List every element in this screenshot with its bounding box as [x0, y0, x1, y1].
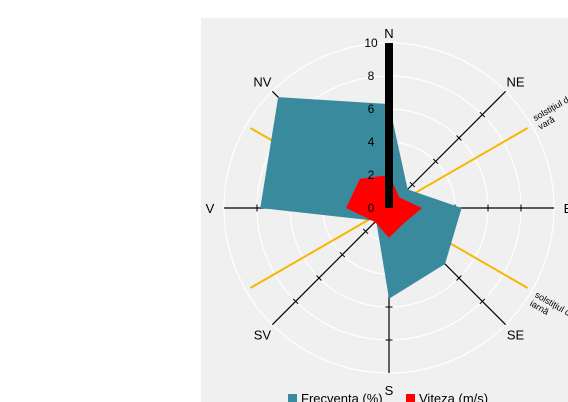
data-series — [260, 97, 462, 299]
axis-tick-ne — [409, 181, 416, 188]
direction-labels: N NE E SE S SV V NV — [206, 26, 568, 398]
direction-label-ne: NE — [507, 74, 525, 89]
legend: Frecvența (%) Viteza (m/s) — [288, 391, 488, 402]
series-viteza-m-s-area — [346, 175, 422, 238]
tick-label-6: 6 — [368, 102, 375, 116]
direction-label-sv: SV — [254, 328, 272, 343]
tick-label-4: 4 — [368, 135, 375, 149]
direction-label-e: E — [564, 201, 568, 216]
axis-tick-se — [456, 275, 462, 281]
tick-label-0: 0 — [368, 201, 375, 215]
axis-tick-ne — [479, 111, 486, 118]
legend-swatch-viteza-m-s — [406, 394, 415, 402]
axis-tick-sv — [316, 275, 322, 281]
axis-ne — [388, 90, 507, 209]
axis-sv — [271, 207, 390, 326]
radial-tick-labels: 0 2 4 6 8 10 — [364, 36, 378, 215]
direction-label-s: S — [385, 383, 394, 398]
axis-tick-ne — [456, 135, 462, 141]
direction-label-se: SE — [507, 328, 525, 343]
legend-label-frecven-a: Frecvența (%) — [301, 391, 383, 402]
axis-tick-se — [479, 298, 486, 305]
north-bar — [385, 43, 393, 208]
axis-tick-ne — [432, 158, 439, 165]
tick-label-10: 10 — [364, 36, 378, 50]
axis-tick-sv — [292, 298, 299, 305]
tick-label-2: 2 — [368, 168, 375, 182]
tick-label-8: 8 — [368, 69, 375, 83]
direction-label-nv: NV — [253, 74, 271, 89]
direction-label-n: N — [384, 26, 393, 41]
north-bar-group — [385, 43, 393, 208]
legend-label-viteza-m-s: Viteza (m/s) — [419, 391, 488, 402]
axis-tick-sv — [362, 228, 369, 235]
axis-tick-sv — [339, 251, 346, 258]
legend-swatch-frecven-a — [288, 394, 297, 402]
direction-label-v: V — [206, 201, 215, 216]
